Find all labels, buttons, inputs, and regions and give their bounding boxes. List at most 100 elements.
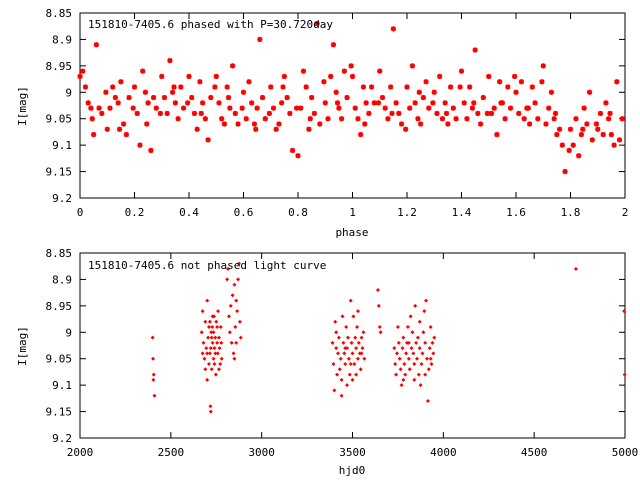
x-tick-label: 0.8 <box>288 206 308 219</box>
y-tick-label: 9.15 <box>46 166 73 179</box>
x-tick-label: 1.2 <box>397 206 417 219</box>
data-point <box>333 89 339 95</box>
data-point <box>614 79 620 85</box>
x-axis-ticks: 0 0.2 0.4 0.6 0.8 1 1.2 1.4 1.6 1.8 2 <box>77 13 628 219</box>
data-point <box>314 20 320 27</box>
data-point <box>115 100 121 106</box>
data-point <box>354 372 359 377</box>
data-point <box>573 266 578 271</box>
data-point <box>529 84 535 90</box>
data-points <box>150 261 627 414</box>
data-point <box>567 126 574 132</box>
data-point <box>562 168 568 175</box>
x-tick-label: 0.4 <box>179 206 199 219</box>
data-point <box>228 303 233 308</box>
data-point <box>401 377 406 382</box>
data-point <box>423 79 429 85</box>
data-point <box>593 121 599 127</box>
data-point <box>344 94 350 101</box>
data-point <box>354 346 359 351</box>
data-point <box>230 293 235 298</box>
data-point <box>185 100 191 106</box>
data-point <box>414 340 419 345</box>
data-point <box>603 100 609 106</box>
data-point <box>430 100 436 106</box>
data-point <box>403 372 408 377</box>
data-point <box>402 362 407 366</box>
data-point <box>103 89 109 95</box>
data-point <box>404 84 410 90</box>
unphased-light-curve-panel: 8.85 8.9 8.95 9 9.05 9.1 9.15 9.2 2000 2500 3000 3… <box>16 247 638 477</box>
data-point <box>342 351 347 356</box>
data-point <box>458 68 465 74</box>
y-axis-label: I[mag] <box>16 86 29 126</box>
data-point <box>546 105 552 111</box>
data-point <box>484 110 490 117</box>
y-tick-label: 8.9 <box>52 33 72 46</box>
data-point <box>608 131 614 138</box>
data-point <box>227 105 233 111</box>
data-point <box>218 362 223 366</box>
data-point <box>273 126 279 132</box>
data-point <box>189 94 195 101</box>
data-point <box>309 94 315 101</box>
data-point <box>99 110 105 117</box>
data-point <box>616 137 623 143</box>
data-point <box>85 100 91 106</box>
data-point <box>330 42 337 48</box>
data-point <box>418 383 423 388</box>
data-point <box>535 116 541 122</box>
data-point <box>303 84 309 90</box>
data-point <box>236 261 241 266</box>
data-point <box>502 116 508 122</box>
data-point <box>361 330 366 335</box>
data-point <box>199 330 204 335</box>
data-point <box>348 362 353 366</box>
data-point <box>548 89 555 95</box>
data-point <box>235 309 240 314</box>
data-point <box>595 126 601 132</box>
data-point <box>268 84 274 90</box>
data-point <box>353 335 358 340</box>
data-point <box>212 362 217 366</box>
data-point <box>232 282 237 287</box>
data-point <box>403 126 409 132</box>
data-point <box>145 100 151 106</box>
data-point <box>279 100 285 106</box>
data-point <box>213 73 219 80</box>
data-point <box>205 298 210 303</box>
data-point <box>525 105 531 111</box>
data-point <box>404 351 409 356</box>
data-point <box>472 47 478 53</box>
data-point <box>88 105 94 111</box>
data-point <box>203 367 208 372</box>
data-point <box>570 142 576 148</box>
data-point <box>584 121 590 127</box>
data-point <box>212 346 217 351</box>
x-tick-label: 2500 <box>158 446 185 459</box>
data-point <box>140 68 146 74</box>
y-tick-label: 9 <box>65 86 72 99</box>
data-point <box>225 94 232 101</box>
data-point <box>171 84 177 90</box>
data-point <box>151 372 156 377</box>
x-axis-ticks: 2000 2500 3000 3500 4000 4500 5000 <box>67 253 638 459</box>
data-point <box>91 131 97 138</box>
data-point <box>321 79 327 85</box>
data-point <box>461 100 467 106</box>
y-tick-label: 9.05 <box>46 353 73 366</box>
data-point <box>362 121 368 127</box>
x-tick-label: 2000 <box>67 446 94 459</box>
data-point <box>239 105 245 111</box>
data-point <box>164 110 170 117</box>
data-point <box>307 116 313 122</box>
data-point <box>226 314 231 319</box>
data-point <box>576 153 582 159</box>
data-point <box>580 126 586 132</box>
data-point <box>214 319 219 324</box>
data-point <box>406 340 411 345</box>
data-point <box>200 309 205 314</box>
x-tick-label: 1.8 <box>561 206 581 219</box>
data-point <box>201 340 206 345</box>
